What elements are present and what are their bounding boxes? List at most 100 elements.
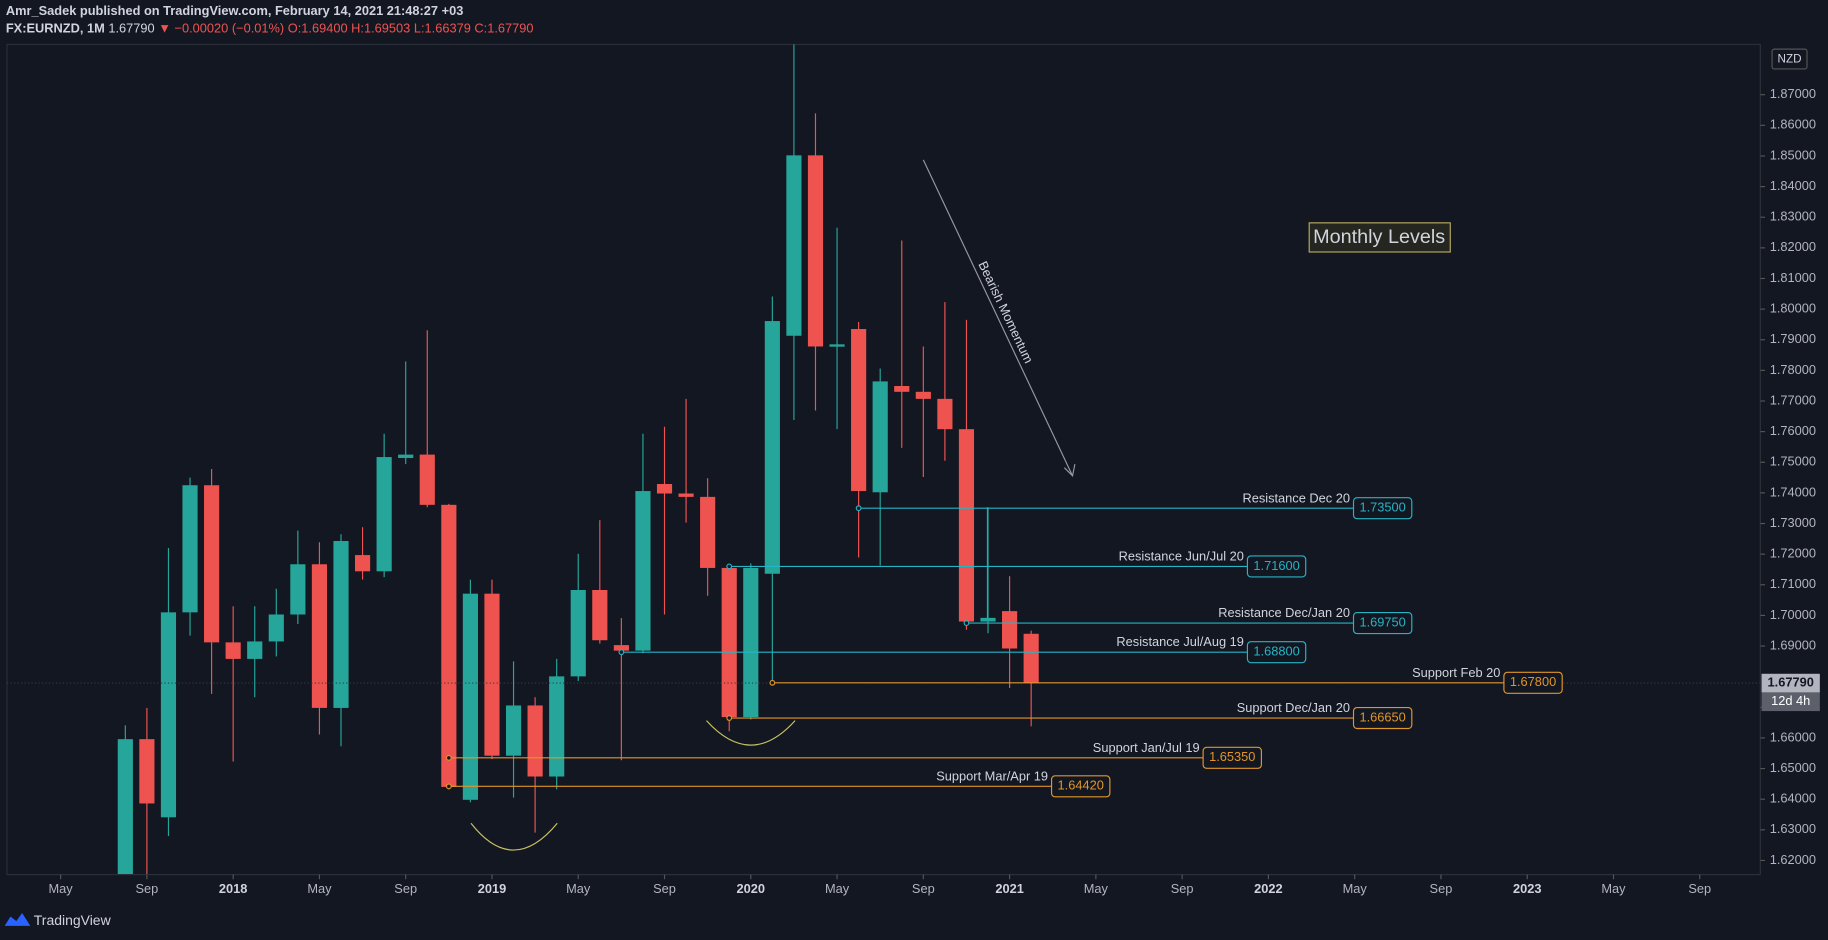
level-box [1503,671,1563,694]
level-box [1050,775,1111,798]
ohlc: O:1.69400 H:1.69503 L:1.66379 C:1.67790 [288,21,534,36]
candle-body [678,493,694,497]
candle-body [721,567,737,718]
level-anchor [963,620,970,626]
x-tick-label: 2018 [219,881,248,896]
x-tick-label: May [307,881,332,896]
level-anchor [445,754,452,761]
y-tick-label: 1.63000 [1770,821,1816,836]
logo [4,913,31,926]
y-tick-label: 1.80000 [1770,301,1816,316]
y-tick-label: 1.81000 [1770,270,1816,285]
level-box [1202,746,1262,769]
candle-body [225,642,241,659]
level-anchor [726,563,733,570]
candle-body [937,398,953,430]
y-tick-label: 1.79000 [1770,331,1816,346]
candle-body [764,321,780,574]
x-tick-label: Sep [135,881,158,896]
level-box [1352,611,1413,635]
currency: NZD [1778,53,1802,66]
candle-body [807,155,824,347]
x-tick-label: 2023 [1513,881,1542,896]
x-tick-label: May [49,881,74,896]
countdown-box [1761,692,1820,712]
candle-body [613,645,629,651]
y-tick-label: 1.85000 [1770,147,1816,162]
y-tick-label: 1.82000 [1770,239,1816,254]
x-tick-label: Sep [912,881,935,896]
level-value: 1.73500 [1359,500,1405,515]
level-value: 1.71600 [1253,558,1299,573]
candle-body [204,485,220,643]
candle-body [419,454,435,505]
candle-body [268,614,284,642]
x-tick-label: Sep [1688,881,1711,896]
level-name: Resistance Dec 20 [1242,490,1350,505]
level-anchor [769,679,776,686]
x-tick-label: May [1084,881,1109,896]
candle-body [656,484,673,494]
curve [706,720,796,746]
level-value: 1.64420 [1058,778,1104,793]
candle-body [527,705,543,777]
candle-body [743,567,759,718]
y-tick-label: 1.72000 [1770,546,1816,561]
candle-body [872,381,888,493]
author-line: Amr_Sadek published on TradingView.com, … [6,3,464,18]
candle-body [700,496,716,568]
candle-body [1023,633,1039,684]
countdown: 12d 4h [1771,693,1810,708]
candle-body [786,155,802,336]
x-tick-label: 2019 [478,881,507,896]
x-tick-label: 2020 [737,881,766,896]
candle-body [441,504,457,787]
level-name: Support Mar/Apr 19 [936,768,1048,783]
candle-body [462,593,478,800]
x-tick-label: May [825,881,850,896]
candle-body [505,705,522,756]
level-value: 1.67800 [1510,674,1556,689]
y-tick-label: 1.62000 [1770,852,1816,867]
change: ▼ −0.00020 (−0.01%) [158,21,284,36]
price-label: 1.67790 [1768,674,1814,689]
level-value: 1.69750 [1359,614,1405,629]
candle-body [570,589,586,677]
x-tick-label: 2022 [1254,881,1283,896]
candle-body [851,329,867,492]
level-box [1246,555,1307,578]
annotation-box [1308,222,1451,253]
level-value: 1.65350 [1209,749,1255,764]
candle-body [247,641,263,659]
level-anchor [445,783,452,790]
candle-body [980,617,996,622]
y-tick-label: 1.86000 [1770,117,1816,132]
footer: TradingView [4,912,112,928]
x-tick-label: Sep [394,881,417,896]
arrow-head [1063,464,1076,478]
candle-body [160,612,177,818]
level-name: Support Dec/Jan 20 [1237,700,1350,715]
candle-body [333,540,349,708]
candle-body [829,344,845,347]
x-tick-label: Sep [1171,881,1194,896]
level-value: 1.68800 [1253,644,1299,659]
y-tick-label: 1.76000 [1770,423,1816,438]
y-tick-label: 1.71000 [1770,576,1816,591]
candle-body [915,391,931,399]
candle-body [117,739,133,875]
level-name: Resistance Jul/Aug 19 [1116,634,1244,649]
candle-body [182,485,198,613]
y-tick-label: 1.83000 [1770,209,1816,224]
brand: TradingView [34,912,112,928]
y-tick-label: 1.66000 [1770,729,1816,744]
symbol-line: FX:EURNZD, 1M 1.67790 ▼ −0.00020 (−0.01%… [6,21,534,36]
arrow [922,159,1074,477]
curve [470,822,558,851]
level-anchor [618,649,625,656]
level-anchor [855,505,862,512]
y-tick-label: 1.75000 [1770,454,1816,469]
candle-body [484,593,500,756]
level-anchor [726,715,733,721]
